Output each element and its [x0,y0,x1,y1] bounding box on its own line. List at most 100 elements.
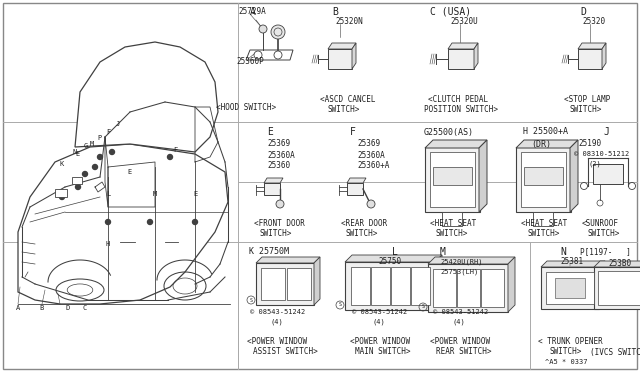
Text: 25420U(RH): 25420U(RH) [440,259,483,265]
Text: © 08543-51242: © 08543-51242 [433,309,488,315]
Bar [347,183,363,195]
Text: B: B [332,7,338,17]
Text: 253B0: 253B0 [608,260,631,269]
Text: 25369: 25369 [357,140,380,148]
Polygon shape [428,257,515,264]
Bar [457,269,480,307]
Bar [55,189,67,197]
Text: <POWER WINDOW: <POWER WINDOW [350,337,410,346]
Polygon shape [599,261,605,309]
Polygon shape [328,43,356,49]
Text: POSITION SWITCH>: POSITION SWITCH> [424,106,498,115]
Text: A: A [16,305,20,311]
Polygon shape [264,178,283,183]
Text: F: F [106,129,110,135]
Text: © 08543-51242: © 08543-51242 [352,309,407,315]
Text: K: K [60,161,64,167]
Polygon shape [256,257,320,263]
Text: <HEAT SEAT: <HEAT SEAT [430,219,476,228]
Text: H: H [106,241,110,247]
Text: 25320N: 25320N [335,17,363,26]
Text: SWITCH>: SWITCH> [328,106,360,115]
Text: (DR): (DR) [531,140,551,148]
Text: 25190: 25190 [578,140,601,148]
Text: 25753(LH): 25753(LH) [440,269,478,275]
Text: SWITCH>: SWITCH> [260,230,292,238]
Bar [411,267,430,305]
Bar [521,152,566,207]
Bar [256,263,314,305]
Text: D: D [66,305,70,311]
Text: <CLUTCH PEDAL: <CLUTCH PEDAL [428,96,488,105]
Bar [371,267,390,305]
Text: <HEAT SEAT: <HEAT SEAT [521,219,567,228]
Bar [287,268,311,300]
Text: J: J [603,127,609,137]
Polygon shape [508,257,515,312]
Bar [345,262,435,310]
Text: 25729A: 25729A [238,7,266,16]
Text: (4): (4) [453,319,466,325]
Text: M: M [440,247,446,257]
Circle shape [147,219,152,224]
Polygon shape [474,43,478,69]
Text: D: D [580,7,586,17]
Bar [516,147,571,212]
Bar [351,267,370,305]
Polygon shape [541,261,605,267]
Text: <FRONT DOOR: <FRONT DOOR [254,219,305,228]
Polygon shape [314,257,320,305]
Polygon shape [425,140,487,148]
Text: REAR SWITCH>: REAR SWITCH> [436,347,492,356]
Text: H 25500+A: H 25500+A [523,128,568,137]
Circle shape [76,185,81,189]
Text: E: E [267,127,273,137]
Bar [533,212,553,226]
Bar [428,264,508,312]
Text: E: E [193,191,197,197]
Text: <POWER WINDOW: <POWER WINDOW [430,337,490,346]
Text: MAIN SWITCH>: MAIN SWITCH> [355,347,410,356]
Bar [546,272,594,304]
Bar [433,269,456,307]
Text: G: G [84,143,88,149]
Text: ^A5 * 0337: ^A5 * 0337 [545,359,588,365]
Bar [391,267,410,305]
Polygon shape [578,43,606,49]
Text: P[1197-   ]: P[1197- ] [580,247,631,257]
Bar [448,49,474,69]
Text: 25360A: 25360A [357,151,385,160]
Circle shape [271,25,285,39]
Circle shape [168,154,173,160]
Polygon shape [75,42,218,152]
Circle shape [276,200,284,208]
Circle shape [367,200,375,208]
Bar [442,212,462,226]
Polygon shape [435,255,442,310]
Text: K 25750M: K 25750M [249,247,289,257]
Text: 25320: 25320 [582,17,605,26]
Text: E: E [76,151,80,157]
Text: <POWER WINDOW: <POWER WINDOW [247,337,307,346]
Text: A: A [250,7,256,17]
Text: 25360A: 25360A [267,151,295,160]
Text: SWITCH>: SWITCH> [550,347,582,356]
Text: 25750: 25750 [378,257,401,266]
Polygon shape [602,43,606,69]
Text: C (USA): C (USA) [430,7,471,17]
Text: N: N [73,149,77,155]
Bar [264,183,280,195]
Polygon shape [246,50,293,60]
Text: P: P [98,135,102,141]
Bar [433,167,472,185]
Text: SWITCH>: SWITCH> [345,230,378,238]
Text: G25500(AS): G25500(AS) [424,128,474,137]
Circle shape [93,164,97,170]
Text: 25360+A: 25360+A [357,161,389,170]
Text: (4): (4) [372,319,385,325]
Text: © 08543-51242: © 08543-51242 [250,309,305,315]
Bar [541,267,599,309]
Text: B: B [40,305,44,311]
Text: <ASCD CANCEL: <ASCD CANCEL [320,96,376,105]
Text: (IVCS SWITCH): (IVCS SWITCH) [590,347,640,356]
